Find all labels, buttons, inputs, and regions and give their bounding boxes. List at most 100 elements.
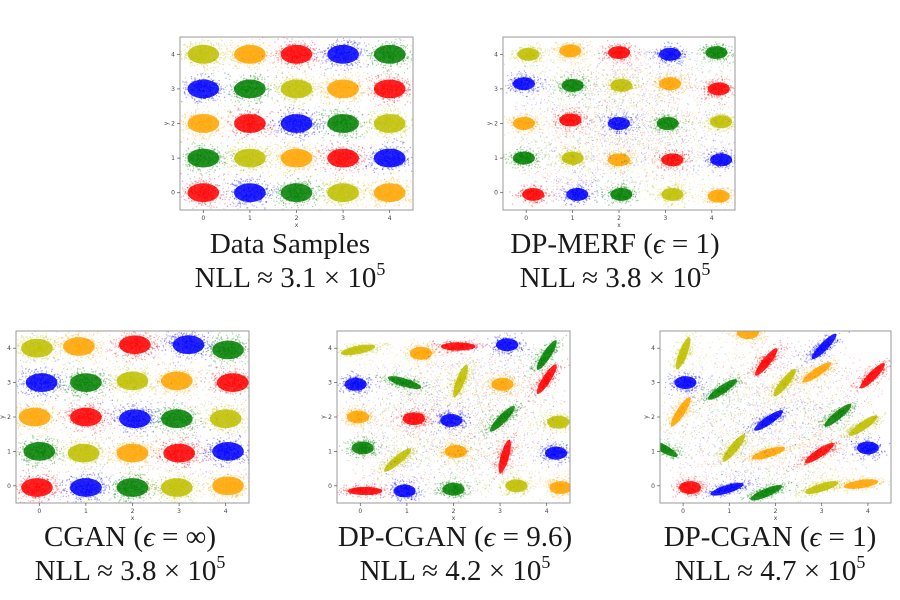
data-point xyxy=(324,75,326,77)
data-point xyxy=(401,44,403,47)
data-point xyxy=(393,50,395,52)
data-point xyxy=(403,55,405,58)
data-point xyxy=(205,58,207,60)
data-point xyxy=(293,50,295,53)
data-point xyxy=(247,60,250,62)
data-point xyxy=(217,98,219,100)
data-point xyxy=(293,106,295,109)
data-point xyxy=(196,45,199,47)
data-point xyxy=(232,57,234,59)
data-point xyxy=(240,91,242,93)
data-point xyxy=(248,85,250,87)
data-point xyxy=(356,67,358,69)
data-point xyxy=(348,50,350,53)
data-point xyxy=(202,62,204,64)
data-point xyxy=(388,88,391,90)
data-point xyxy=(417,80,418,81)
data-point xyxy=(347,84,349,86)
data-point xyxy=(376,78,378,80)
data-point xyxy=(254,129,256,131)
data-point xyxy=(284,98,286,100)
data-point xyxy=(351,48,353,51)
data-point xyxy=(280,94,282,96)
data-point xyxy=(235,118,237,121)
data-point xyxy=(276,50,278,53)
data-point xyxy=(350,58,353,60)
data-point xyxy=(224,130,227,132)
data-point xyxy=(250,100,252,103)
data-point xyxy=(221,48,223,50)
data-point xyxy=(246,127,249,129)
data-point xyxy=(224,105,226,108)
data-point xyxy=(208,48,210,50)
data-point xyxy=(251,117,253,119)
data-point xyxy=(392,61,394,63)
data-point xyxy=(304,48,307,50)
data-point xyxy=(205,54,207,56)
data-point xyxy=(218,56,220,58)
data-point xyxy=(242,129,244,131)
data-point xyxy=(333,47,336,49)
data-point xyxy=(232,53,234,56)
data-point xyxy=(190,55,193,57)
data-point xyxy=(410,61,412,63)
data-point xyxy=(203,71,205,74)
data-point xyxy=(205,57,207,60)
data-point xyxy=(320,95,322,97)
data-point xyxy=(301,116,303,119)
data-point xyxy=(392,56,395,58)
data-point xyxy=(414,102,415,103)
data-point xyxy=(406,91,408,93)
data-point xyxy=(332,58,335,60)
data-point xyxy=(347,56,349,58)
data-point xyxy=(336,44,338,46)
data-point xyxy=(249,118,251,121)
data-point xyxy=(246,123,249,125)
data-point xyxy=(304,54,306,56)
data-point xyxy=(199,115,201,117)
data-point xyxy=(360,49,363,51)
data-point xyxy=(259,47,262,49)
data-point xyxy=(254,41,256,44)
data-point xyxy=(341,57,344,59)
data-point xyxy=(290,52,292,54)
data-point xyxy=(291,56,294,58)
data-point xyxy=(278,49,280,52)
data-point xyxy=(213,70,215,72)
data-point xyxy=(381,52,383,54)
data-point xyxy=(371,57,374,59)
data-point xyxy=(249,54,251,56)
data-point xyxy=(194,42,197,44)
data-point xyxy=(310,88,313,90)
data-point xyxy=(340,50,342,53)
data-point xyxy=(299,60,302,62)
data-point xyxy=(185,77,187,79)
data-point xyxy=(298,83,301,85)
data-point xyxy=(389,45,391,48)
data-point xyxy=(286,38,288,40)
data-point xyxy=(295,45,297,47)
data-point xyxy=(324,69,326,71)
data-point xyxy=(301,59,304,61)
data-point xyxy=(189,89,192,91)
data-point xyxy=(240,76,242,78)
data-point xyxy=(241,50,243,53)
data-point xyxy=(253,80,255,82)
data-point xyxy=(286,76,288,79)
data-point xyxy=(246,41,248,43)
data-point xyxy=(320,99,322,101)
data-point xyxy=(293,42,295,44)
data-point xyxy=(388,57,390,59)
data-point xyxy=(305,77,308,79)
data-point xyxy=(390,53,393,56)
data-point xyxy=(346,46,348,48)
data-point xyxy=(282,52,284,54)
data-point xyxy=(342,44,345,46)
data-point xyxy=(202,85,205,87)
data-point xyxy=(273,102,276,104)
data-point xyxy=(219,89,221,92)
data-point xyxy=(280,85,283,87)
data-point xyxy=(301,114,303,117)
data-point xyxy=(402,85,405,88)
data-point xyxy=(236,89,238,91)
